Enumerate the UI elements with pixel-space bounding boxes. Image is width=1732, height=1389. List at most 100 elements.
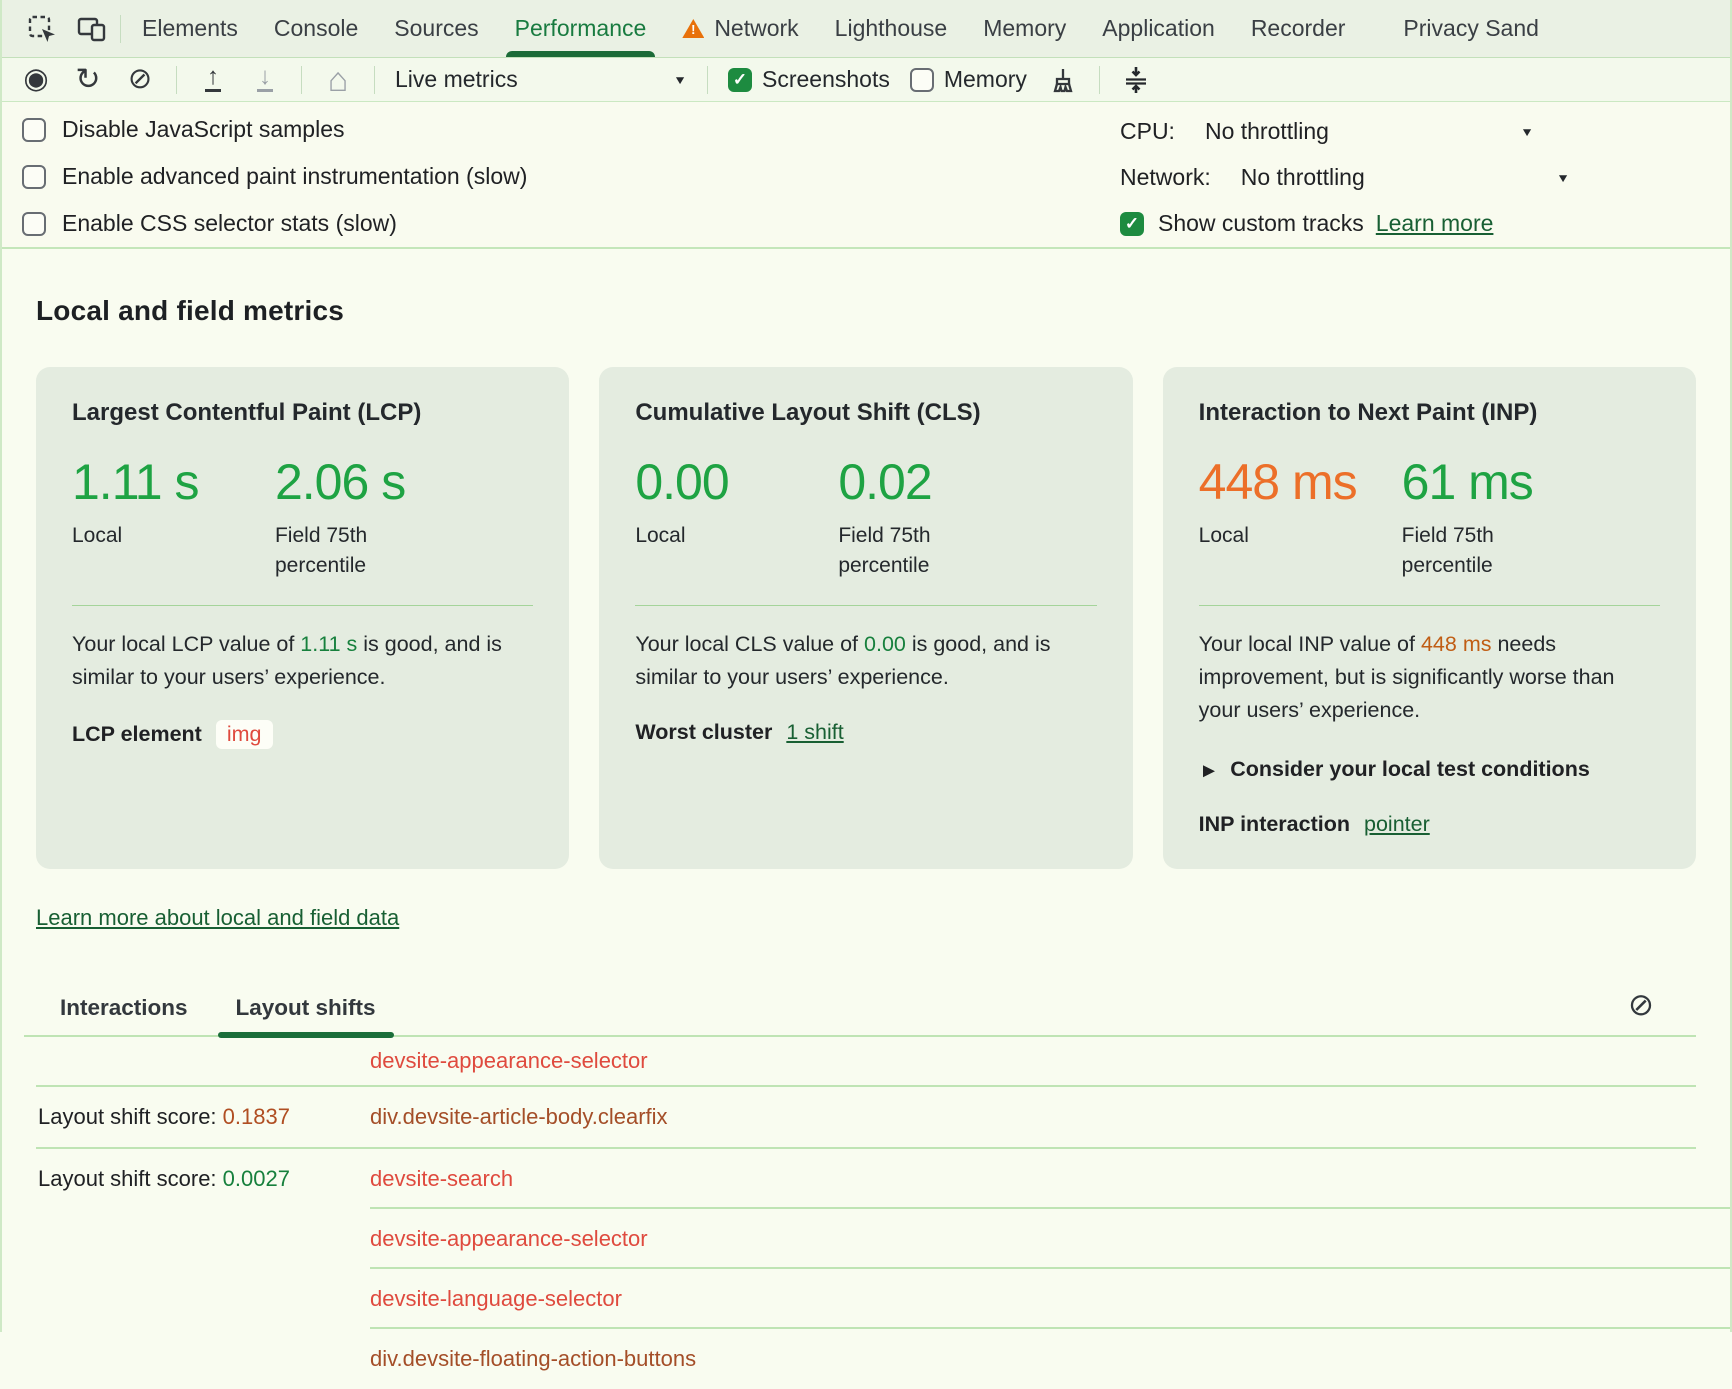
custom-tracks-row: ✓ Show custom tracks Learn more	[1120, 210, 1570, 237]
element-link[interactable]: devsite-search	[370, 1166, 513, 1192]
cls-local-value: 0.00	[635, 453, 808, 511]
element-link[interactable]: devsite-appearance-selector	[370, 1226, 648, 1252]
inp-card: Interaction to Next Paint (INP) 448 ms L…	[1163, 367, 1696, 869]
cls-card: Cumulative Layout Shift (CLS) 0.00 Local…	[599, 367, 1132, 869]
logs-section: Interactions Layout shifts ⊘ devsite-app…	[36, 987, 1696, 1389]
performance-toolbar: ◉ ↻ ⊘ ↑ ↓ ⌂ Live metrics ▼ ✓ Screenshots…	[2, 58, 1730, 102]
live-metrics-view: Local and field metrics Largest Contentf…	[2, 249, 1730, 1389]
device-toolbar-icon[interactable]	[70, 9, 114, 49]
clear-log-icon[interactable]: ⊘	[1628, 989, 1654, 1020]
inp-card-title: Interaction to Next Paint (INP)	[1199, 399, 1660, 427]
chevron-down-icon: ▼	[673, 73, 687, 87]
lcp-element-badge[interactable]: img	[216, 720, 273, 749]
cls-description: Your local CLS value of 0.00 is good, an…	[635, 628, 1096, 694]
layout-shift-score: Layout shift score: 0.0027	[36, 1166, 370, 1192]
disable-js-samples-checkbox[interactable]	[22, 118, 46, 142]
divider	[707, 66, 708, 94]
clear-recording-icon[interactable]: ⊘	[124, 63, 156, 97]
local-field-data-learn-more-link[interactable]: Learn more about local and field data	[36, 905, 399, 931]
tab-interactions[interactable]: Interactions	[58, 987, 190, 1035]
cls-field-value: 0.02	[838, 453, 1011, 511]
css-selector-stats-toggle[interactable]: Enable CSS selector stats (slow)	[22, 210, 527, 237]
table-row: devsite-language-selector	[36, 1269, 1696, 1329]
tab-recorder[interactable]: Recorder	[1236, 0, 1361, 57]
download-profile-icon[interactable]: ↓	[249, 63, 281, 97]
triangle-right-icon: ▶	[1203, 761, 1214, 778]
table-row: devsite-appearance-selector	[36, 1037, 1696, 1087]
tab-application[interactable]: Application	[1087, 0, 1230, 57]
card-divider	[1199, 605, 1660, 606]
tab-layout-shifts[interactable]: Layout shifts	[234, 987, 378, 1035]
gc-brush-icon[interactable]	[1047, 63, 1079, 97]
tab-elements[interactable]: Elements	[127, 0, 253, 57]
devtools-panel: Elements Console Sources Performance ! N…	[0, 0, 1732, 1332]
tab-memory[interactable]: Memory	[968, 0, 1081, 57]
table-row: div.devsite-floating-action-buttons	[36, 1329, 1696, 1389]
custom-tracks-learn-more-link[interactable]: Learn more	[1376, 210, 1494, 237]
divider	[120, 15, 121, 43]
table-row: Layout shift score: 0.1837 div.devsite-a…	[36, 1087, 1696, 1149]
upload-profile-icon[interactable]: ↑	[197, 63, 229, 97]
disable-js-samples-toggle[interactable]: Disable JavaScript samples	[22, 116, 527, 143]
tab-lighthouse[interactable]: Lighthouse	[820, 0, 963, 57]
section-title: Local and field metrics	[36, 249, 1696, 327]
collapse-icon[interactable]	[1120, 63, 1152, 97]
screenshots-toggle[interactable]: ✓ Screenshots	[728, 66, 890, 93]
advanced-paint-toggle[interactable]: Enable advanced paint instrumentation (s…	[22, 163, 527, 190]
lcp-element-label: LCP element	[72, 722, 202, 747]
view-mode-dropdown[interactable]: Live metrics ▼	[395, 66, 687, 93]
inp-local-value-block: 448 ms Local	[1199, 453, 1402, 581]
record-icon[interactable]: ◉	[20, 63, 52, 97]
chevron-down-icon: ▼	[1556, 171, 1570, 185]
tab-privacy-sandbox[interactable]: Privacy Sand	[1388, 0, 1554, 57]
network-throttling-select[interactable]: Network: No throttling ▼	[1120, 164, 1570, 191]
inp-interaction-link[interactable]: pointer	[1364, 812, 1430, 837]
lcp-field-value: 2.06 s	[275, 453, 448, 511]
devtools-tab-bar: Elements Console Sources Performance ! N…	[2, 0, 1730, 58]
inspect-icon[interactable]	[20, 9, 64, 49]
tab-sources[interactable]: Sources	[379, 0, 493, 57]
inp-description: Your local INP value of 448 ms needs imp…	[1199, 628, 1660, 727]
cls-local-value-block: 0.00 Local	[635, 453, 838, 581]
inp-field-value: 61 ms	[1402, 453, 1575, 511]
table-row: Layout shift score: 0.0027 devsite-searc…	[36, 1149, 1696, 1209]
tab-console[interactable]: Console	[259, 0, 373, 57]
tab-performance[interactable]: Performance	[500, 0, 662, 57]
element-link[interactable]: devsite-language-selector	[370, 1286, 622, 1312]
element-link[interactable]: div.devsite-article-body.clearfix	[370, 1104, 668, 1130]
lcp-field-value-block: 2.06 s Field 75th percentile	[275, 453, 478, 581]
chevron-down-icon: ▼	[1520, 125, 1534, 139]
css-selector-stats-checkbox[interactable]	[22, 212, 46, 236]
table-row: devsite-appearance-selector	[36, 1209, 1696, 1269]
element-link[interactable]: div.devsite-floating-action-buttons	[370, 1346, 696, 1372]
divider	[374, 66, 375, 94]
inp-local-value: 448 ms	[1199, 453, 1372, 511]
custom-tracks-checkbox[interactable]: ✓	[1120, 212, 1144, 236]
advanced-paint-checkbox[interactable]	[22, 165, 46, 189]
logs-tab-bar: Interactions Layout shifts	[36, 987, 1696, 1035]
layout-shift-score: Layout shift score: 0.1837	[36, 1104, 370, 1130]
metric-cards: Largest Contentful Paint (LCP) 1.11 s Lo…	[36, 367, 1696, 869]
lcp-local-value-block: 1.11 s Local	[72, 453, 275, 581]
cls-card-title: Cumulative Layout Shift (CLS)	[635, 399, 1096, 427]
lcp-card: Largest Contentful Paint (LCP) 1.11 s Lo…	[36, 367, 569, 869]
element-link[interactable]: devsite-appearance-selector	[370, 1048, 648, 1074]
card-divider	[72, 605, 533, 606]
inp-field-value-block: 61 ms Field 75th percentile	[1402, 453, 1605, 581]
screenshots-checkbox[interactable]: ✓	[728, 68, 752, 92]
warning-icon: !	[682, 19, 704, 38]
lcp-local-value: 1.11 s	[72, 453, 245, 511]
reload-record-icon[interactable]: ↻	[72, 63, 104, 97]
worst-cluster-link[interactable]: 1 shift	[786, 720, 843, 745]
capture-settings-left: Disable JavaScript samples Enable advanc…	[22, 116, 527, 237]
memory-toggle[interactable]: Memory	[910, 66, 1027, 93]
cpu-throttling-select[interactable]: CPU: No throttling ▼	[1120, 118, 1534, 145]
home-icon[interactable]: ⌂	[322, 63, 354, 97]
worst-cluster-label: Worst cluster	[635, 720, 772, 745]
throttling-settings: CPU: No throttling ▼ Network: No throttl…	[1120, 118, 1570, 237]
capture-settings: Disable JavaScript samples Enable advanc…	[2, 102, 1730, 249]
local-test-conditions-disclosure[interactable]: ▶ Consider your local test conditions	[1199, 757, 1660, 782]
divider	[301, 66, 302, 94]
memory-checkbox[interactable]	[910, 68, 934, 92]
tab-network[interactable]: ! Network	[667, 0, 813, 57]
